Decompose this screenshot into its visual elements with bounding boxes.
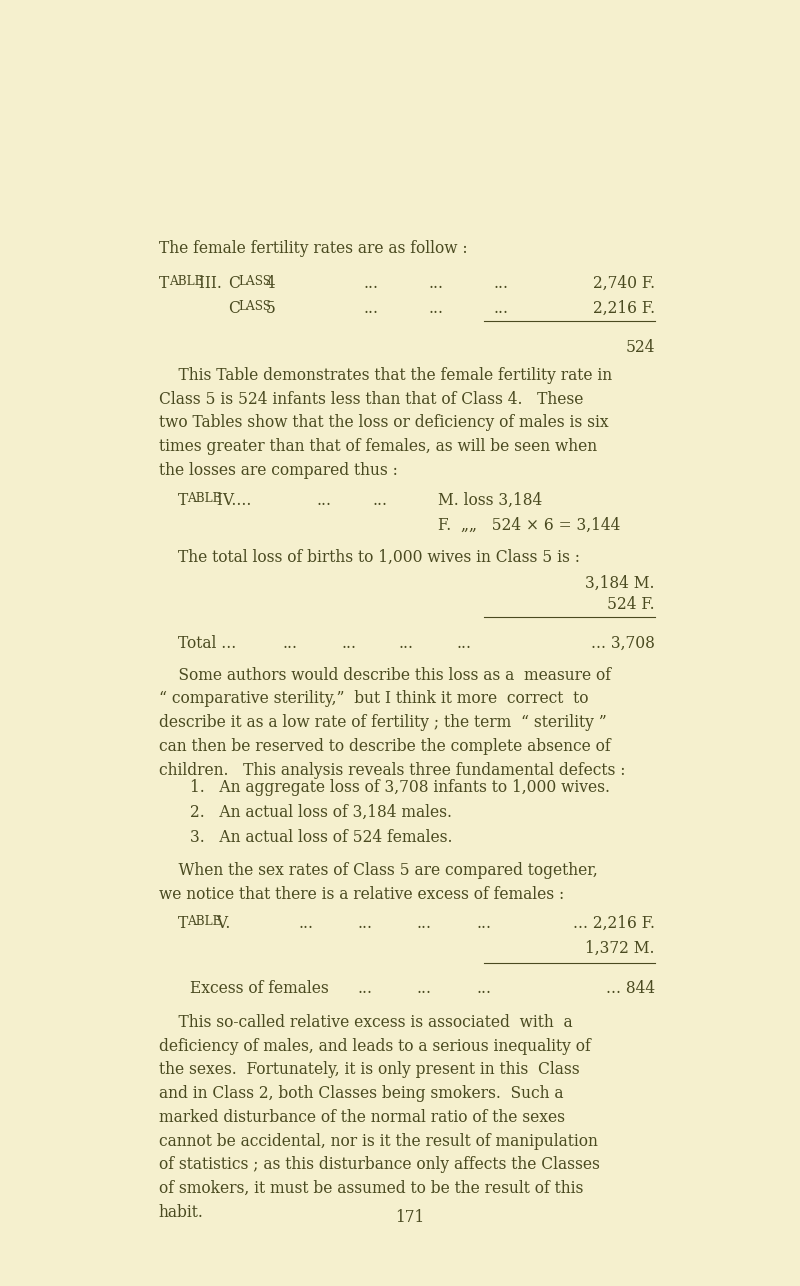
Text: 2.   An actual loss of 3,184 males.: 2. An actual loss of 3,184 males. [190, 804, 452, 820]
Text: ... 3,708: ... 3,708 [591, 635, 655, 652]
Text: 2,740 F.: 2,740 F. [593, 275, 655, 292]
Text: 5: 5 [262, 300, 276, 316]
Text: C: C [228, 275, 240, 292]
Text: LASS: LASS [238, 300, 271, 312]
Text: ...: ... [494, 275, 509, 292]
Text: T: T [159, 275, 169, 292]
Text: ...: ... [358, 916, 372, 932]
Text: ...: ... [429, 275, 443, 292]
Text: The total loss of births to 1,000 wives in Class 5 is :: The total loss of births to 1,000 wives … [178, 548, 579, 566]
Text: ...: ... [429, 300, 443, 316]
Text: This so-called relative excess is associated  with  a
deficiency of males, and l: This so-called relative excess is associ… [159, 1013, 600, 1220]
Text: ABLE: ABLE [187, 916, 222, 928]
Text: V.: V. [211, 916, 230, 932]
Text: ...: ... [416, 916, 431, 932]
Text: ...: ... [342, 635, 357, 652]
Text: Some authors would describe this loss as a  measure of
“ comparative sterility,”: Some authors would describe this loss as… [159, 666, 626, 778]
Text: F.  „„   524 × 6 = 3,144: F. „„ 524 × 6 = 3,144 [438, 517, 620, 534]
Text: ...: ... [476, 980, 491, 997]
Text: LASS: LASS [238, 275, 271, 288]
Text: ...: ... [358, 980, 372, 997]
Text: ABLE: ABLE [169, 275, 203, 288]
Text: 1,372 M.: 1,372 M. [586, 940, 655, 957]
Text: ...: ... [373, 493, 388, 509]
Text: ...: ... [363, 300, 378, 316]
Text: Total ...: Total ... [178, 635, 236, 652]
Text: M. loss 3,184: M. loss 3,184 [438, 493, 542, 509]
Text: This Table demonstrates that the female fertility rate in
Class 5 is 524 infants: This Table demonstrates that the female … [159, 367, 612, 478]
Text: 171: 171 [395, 1209, 425, 1227]
Text: ... 2,216 F.: ... 2,216 F. [573, 916, 655, 932]
Text: Excess of females: Excess of females [190, 980, 329, 997]
Text: T: T [178, 493, 188, 509]
Text: ...: ... [298, 916, 314, 932]
Text: ...: ... [399, 635, 414, 652]
Text: T: T [178, 916, 188, 932]
Text: 524 F.: 524 F. [607, 595, 655, 613]
Text: ...: ... [363, 275, 378, 292]
Text: 1.   An aggregate loss of 3,708 infants to 1,000 wives.: 1. An aggregate loss of 3,708 infants to… [190, 779, 610, 796]
Text: ...: ... [494, 300, 509, 316]
Text: IV....: IV.... [211, 493, 251, 509]
Text: C: C [228, 300, 240, 316]
Text: 4: 4 [262, 275, 276, 292]
Text: III.: III. [194, 275, 231, 292]
Text: ...: ... [457, 635, 471, 652]
Text: ...: ... [416, 980, 431, 997]
Text: ...: ... [283, 635, 298, 652]
Text: The female fertility rates are as follow :: The female fertility rates are as follow… [159, 240, 467, 257]
Text: 3,184 M.: 3,184 M. [586, 575, 655, 592]
Text: ...: ... [476, 916, 491, 932]
Text: ...: ... [317, 493, 332, 509]
Text: 3.   An actual loss of 524 females.: 3. An actual loss of 524 females. [190, 828, 453, 846]
Text: 2,216 F.: 2,216 F. [593, 300, 655, 316]
Text: When the sex rates of Class 5 are compared together,
we notice that there is a r: When the sex rates of Class 5 are compar… [159, 862, 598, 903]
Text: ABLE: ABLE [187, 493, 222, 505]
Text: ... 844: ... 844 [606, 980, 655, 997]
Text: 524: 524 [626, 338, 655, 356]
